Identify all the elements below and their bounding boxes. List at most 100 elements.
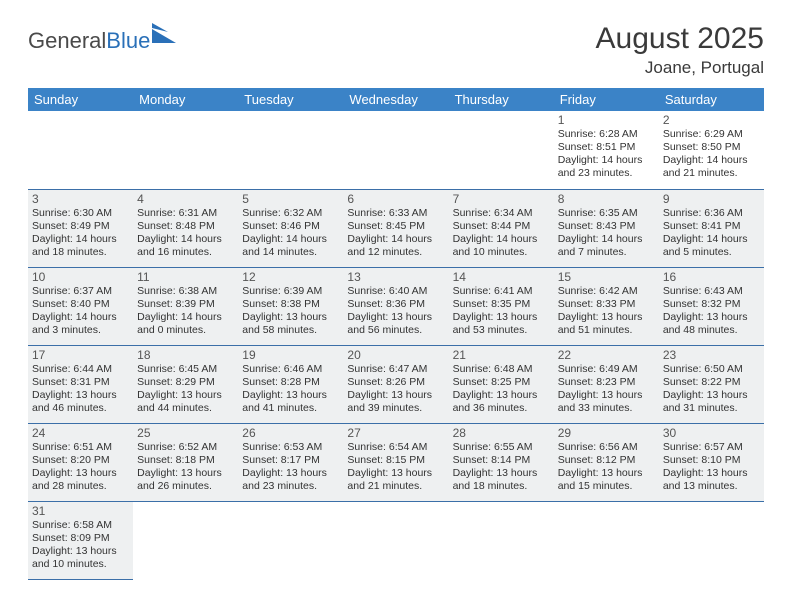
calendar-cell: 6Sunrise: 6:33 AMSunset: 8:45 PMDaylight… xyxy=(343,189,448,267)
logo-text: GeneralBlue xyxy=(28,28,150,54)
day-info-line: Sunset: 8:09 PM xyxy=(32,532,129,545)
day-info-line: Sunset: 8:29 PM xyxy=(137,376,234,389)
day-info-line: and 39 minutes. xyxy=(347,402,444,415)
calendar-cell: 31Sunrise: 6:58 AMSunset: 8:09 PMDayligh… xyxy=(28,501,133,579)
day-info-line: Sunset: 8:44 PM xyxy=(453,220,550,233)
flag-icon xyxy=(152,23,176,43)
day-info-line: Sunrise: 6:49 AM xyxy=(558,363,655,376)
calendar-cell: 11Sunrise: 6:38 AMSunset: 8:39 PMDayligh… xyxy=(133,267,238,345)
day-info-line: Daylight: 13 hours xyxy=(347,467,444,480)
calendar-cell: 3Sunrise: 6:30 AMSunset: 8:49 PMDaylight… xyxy=(28,189,133,267)
day-number: 12 xyxy=(242,270,339,284)
day-info-line: Daylight: 14 hours xyxy=(242,233,339,246)
day-info-line: Sunset: 8:25 PM xyxy=(453,376,550,389)
day-info-line: Sunrise: 6:31 AM xyxy=(137,207,234,220)
day-info-line: Sunrise: 6:50 AM xyxy=(663,363,760,376)
day-info-line: Sunrise: 6:47 AM xyxy=(347,363,444,376)
day-info-line: and 0 minutes. xyxy=(137,324,234,337)
calendar-cell: 18Sunrise: 6:45 AMSunset: 8:29 PMDayligh… xyxy=(133,345,238,423)
calendar-week-row: 24Sunrise: 6:51 AMSunset: 8:20 PMDayligh… xyxy=(28,423,764,501)
weekday-header: Saturday xyxy=(659,88,764,111)
calendar-cell: 14Sunrise: 6:41 AMSunset: 8:35 PMDayligh… xyxy=(449,267,554,345)
day-info-line: Daylight: 13 hours xyxy=(347,311,444,324)
day-info-line: Sunrise: 6:32 AM xyxy=(242,207,339,220)
day-info-line: Daylight: 13 hours xyxy=(242,389,339,402)
calendar-cell: 1Sunrise: 6:28 AMSunset: 8:51 PMDaylight… xyxy=(554,111,659,189)
calendar-cell: 29Sunrise: 6:56 AMSunset: 8:12 PMDayligh… xyxy=(554,423,659,501)
calendar-cell: 26Sunrise: 6:53 AMSunset: 8:17 PMDayligh… xyxy=(238,423,343,501)
day-number: 3 xyxy=(32,192,129,206)
day-info-line: Sunset: 8:28 PM xyxy=(242,376,339,389)
day-info-line: Sunrise: 6:57 AM xyxy=(663,441,760,454)
weekday-header-row: Sunday Monday Tuesday Wednesday Thursday… xyxy=(28,88,764,111)
day-info-line: Daylight: 14 hours xyxy=(663,154,760,167)
day-info-line: and 41 minutes. xyxy=(242,402,339,415)
day-info-line: Sunrise: 6:52 AM xyxy=(137,441,234,454)
day-info-line: Sunrise: 6:38 AM xyxy=(137,285,234,298)
calendar-cell xyxy=(238,111,343,189)
day-info-line: and 18 minutes. xyxy=(32,246,129,259)
day-number: 21 xyxy=(453,348,550,362)
day-number: 13 xyxy=(347,270,444,284)
day-info-line: and 51 minutes. xyxy=(558,324,655,337)
day-number: 31 xyxy=(32,504,129,518)
day-info-line: Daylight: 14 hours xyxy=(347,233,444,246)
day-number: 2 xyxy=(663,113,760,127)
calendar-cell: 20Sunrise: 6:47 AMSunset: 8:26 PMDayligh… xyxy=(343,345,448,423)
day-info-line: Daylight: 14 hours xyxy=(32,233,129,246)
weekday-header: Wednesday xyxy=(343,88,448,111)
calendar-week-row: 10Sunrise: 6:37 AMSunset: 8:40 PMDayligh… xyxy=(28,267,764,345)
day-number: 30 xyxy=(663,426,760,440)
day-info-line: and 26 minutes. xyxy=(137,480,234,493)
day-info-line: Sunrise: 6:37 AM xyxy=(32,285,129,298)
day-info-line: Daylight: 13 hours xyxy=(242,467,339,480)
calendar-cell: 12Sunrise: 6:39 AMSunset: 8:38 PMDayligh… xyxy=(238,267,343,345)
calendar-cell: 5Sunrise: 6:32 AMSunset: 8:46 PMDaylight… xyxy=(238,189,343,267)
day-info-line: Sunset: 8:51 PM xyxy=(558,141,655,154)
day-info-line: and 48 minutes. xyxy=(663,324,760,337)
day-info-line: and 16 minutes. xyxy=(137,246,234,259)
day-info-line: Sunrise: 6:41 AM xyxy=(453,285,550,298)
day-info-line: Sunrise: 6:39 AM xyxy=(242,285,339,298)
day-info-line: and 53 minutes. xyxy=(453,324,550,337)
day-info-line: Daylight: 13 hours xyxy=(32,545,129,558)
day-info-line: Daylight: 13 hours xyxy=(558,311,655,324)
day-info-line: Daylight: 13 hours xyxy=(242,311,339,324)
day-info-line: and 14 minutes. xyxy=(242,246,339,259)
day-info-line: and 33 minutes. xyxy=(558,402,655,415)
day-info-line: and 56 minutes. xyxy=(347,324,444,337)
day-info-line: Daylight: 13 hours xyxy=(347,389,444,402)
calendar-cell xyxy=(28,111,133,189)
day-info-line: and 58 minutes. xyxy=(242,324,339,337)
day-number: 17 xyxy=(32,348,129,362)
day-info-line: and 3 minutes. xyxy=(32,324,129,337)
day-info-line: and 23 minutes. xyxy=(242,480,339,493)
day-info-line: Daylight: 13 hours xyxy=(137,389,234,402)
calendar-week-row: 31Sunrise: 6:58 AMSunset: 8:09 PMDayligh… xyxy=(28,501,764,579)
day-info-line: Sunrise: 6:34 AM xyxy=(453,207,550,220)
day-info-line: Daylight: 14 hours xyxy=(558,233,655,246)
day-info-line: Sunset: 8:26 PM xyxy=(347,376,444,389)
day-number: 22 xyxy=(558,348,655,362)
day-info-line: and 36 minutes. xyxy=(453,402,550,415)
day-info-line: Daylight: 13 hours xyxy=(453,467,550,480)
calendar-cell: 15Sunrise: 6:42 AMSunset: 8:33 PMDayligh… xyxy=(554,267,659,345)
calendar-cell xyxy=(133,501,238,579)
day-info-line: Sunset: 8:36 PM xyxy=(347,298,444,311)
calendar-cell: 9Sunrise: 6:36 AMSunset: 8:41 PMDaylight… xyxy=(659,189,764,267)
weekday-header: Friday xyxy=(554,88,659,111)
logo-text-a: General xyxy=(28,28,106,53)
day-number: 4 xyxy=(137,192,234,206)
day-number: 7 xyxy=(453,192,550,206)
day-info-line: Daylight: 13 hours xyxy=(453,311,550,324)
day-info-line: Daylight: 13 hours xyxy=(32,467,129,480)
header: GeneralBlue August 2025 Joane, Portugal xyxy=(28,22,764,78)
day-info-line: Sunrise: 6:48 AM xyxy=(453,363,550,376)
day-info-line: Sunrise: 6:28 AM xyxy=(558,128,655,141)
calendar-cell xyxy=(343,501,448,579)
weekday-header: Monday xyxy=(133,88,238,111)
weekday-header: Sunday xyxy=(28,88,133,111)
day-info-line: Daylight: 14 hours xyxy=(32,311,129,324)
day-number: 27 xyxy=(347,426,444,440)
calendar-week-row: 3Sunrise: 6:30 AMSunset: 8:49 PMDaylight… xyxy=(28,189,764,267)
